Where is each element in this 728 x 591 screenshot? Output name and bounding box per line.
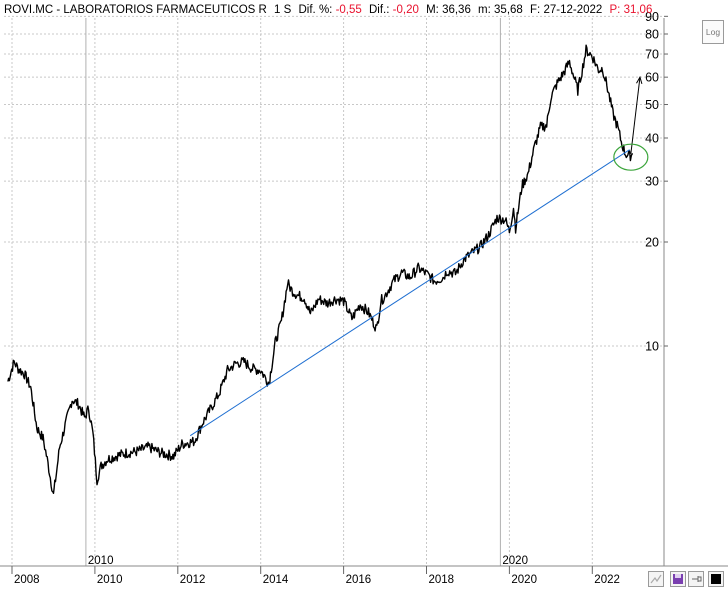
chart-annotations (189, 75, 649, 437)
dif-pct-value: -0,55 (335, 4, 362, 16)
price-value: 31,06 (623, 4, 653, 16)
x-tick-label: 2020 (511, 574, 537, 586)
square-icon (711, 574, 721, 584)
y-tick-label: 90 (645, 10, 659, 24)
y-tick-label: 70 (645, 48, 659, 62)
y-tick-label: 30 (645, 175, 659, 189)
arrow-head (636, 75, 643, 85)
x-tick-label: 2008 (14, 574, 40, 586)
x-tick-label: 2016 (346, 574, 372, 586)
date-value: 27-12-2022 (543, 4, 603, 16)
chart-grid (4, 15, 664, 566)
y-tick-label: 10 (645, 340, 659, 354)
min-value: 35,68 (494, 4, 523, 16)
dif-value: -0,20 (392, 4, 419, 16)
date-label: F: (530, 4, 541, 16)
max-value: 36,36 (442, 4, 471, 16)
trendline[interactable] (189, 149, 630, 437)
highlight-ellipse[interactable] (613, 143, 649, 171)
year-marker-label: 2010 (88, 555, 114, 567)
wave-icon (650, 574, 662, 584)
min-label: m: (478, 4, 491, 16)
y-tick-label: 40 (645, 132, 659, 146)
y-tick-label: 20 (645, 236, 659, 250)
line-style-button[interactable] (648, 571, 664, 587)
symbol-title: ROVI.MC - LABORATORIOS FARMACEUTICOS R (4, 4, 267, 16)
dif-pct-label: Dif. %: (298, 4, 333, 16)
y-tick-label: 50 (645, 98, 659, 112)
log-scale-button[interactable]: Log (702, 20, 724, 44)
x-tick-label: 2022 (594, 574, 620, 586)
period-label: 1 S (274, 4, 292, 16)
x-tick-label: 2018 (429, 574, 455, 586)
save-icon (673, 574, 683, 584)
chart-header: ROVI.MC - LABORATORIOS FARMACEUTICOS R 1… (4, 4, 652, 16)
chart-axes: 10 20 30 40 50 60 70 80 90 2008 2010 2012 2014 2016 20… (0, 10, 728, 586)
dif-label: Dif.: (369, 4, 390, 16)
price-series (7, 44, 633, 494)
y-tick-label: 80 (645, 28, 659, 42)
max-label: M: (426, 4, 439, 16)
x-tick-label: 2012 (180, 574, 206, 586)
price-label: P: (609, 4, 621, 16)
arrow-line[interactable] (630, 77, 641, 154)
y-tick-label: 60 (645, 71, 659, 85)
x-tick-label: 2010 (97, 574, 123, 586)
pin-button[interactable] (688, 571, 704, 587)
year-marker-label: 2020 (502, 555, 528, 567)
save-button[interactable] (670, 571, 686, 587)
price-line (7, 44, 633, 494)
x-tick-label: 2014 (263, 574, 289, 586)
color-button[interactable] (708, 571, 724, 587)
pin-icon (692, 576, 702, 582)
